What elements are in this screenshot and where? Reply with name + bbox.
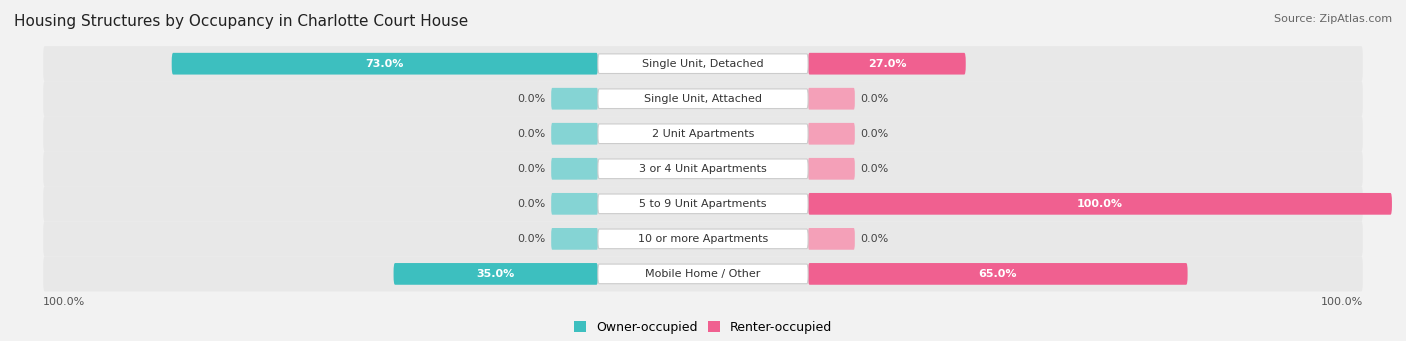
Text: 0.0%: 0.0% bbox=[517, 94, 546, 104]
Text: 73.0%: 73.0% bbox=[366, 59, 404, 69]
FancyBboxPatch shape bbox=[551, 193, 598, 215]
FancyBboxPatch shape bbox=[598, 194, 808, 214]
FancyBboxPatch shape bbox=[551, 88, 598, 109]
Text: 100.0%: 100.0% bbox=[1077, 199, 1123, 209]
FancyBboxPatch shape bbox=[44, 186, 1362, 221]
FancyBboxPatch shape bbox=[598, 54, 808, 74]
FancyBboxPatch shape bbox=[44, 116, 1362, 151]
FancyBboxPatch shape bbox=[808, 263, 1188, 285]
Text: 2 Unit Apartments: 2 Unit Apartments bbox=[652, 129, 754, 139]
FancyBboxPatch shape bbox=[808, 53, 966, 75]
FancyBboxPatch shape bbox=[808, 88, 855, 109]
FancyBboxPatch shape bbox=[808, 228, 855, 250]
FancyBboxPatch shape bbox=[44, 81, 1362, 116]
Text: 0.0%: 0.0% bbox=[517, 234, 546, 244]
FancyBboxPatch shape bbox=[44, 221, 1362, 256]
FancyBboxPatch shape bbox=[44, 151, 1362, 186]
Text: 65.0%: 65.0% bbox=[979, 269, 1017, 279]
Text: Source: ZipAtlas.com: Source: ZipAtlas.com bbox=[1274, 14, 1392, 24]
FancyBboxPatch shape bbox=[598, 159, 808, 179]
Text: 3 or 4 Unit Apartments: 3 or 4 Unit Apartments bbox=[640, 164, 766, 174]
Text: 27.0%: 27.0% bbox=[868, 59, 905, 69]
Text: Mobile Home / Other: Mobile Home / Other bbox=[645, 269, 761, 279]
FancyBboxPatch shape bbox=[551, 228, 598, 250]
FancyBboxPatch shape bbox=[808, 158, 855, 180]
Text: 0.0%: 0.0% bbox=[517, 164, 546, 174]
FancyBboxPatch shape bbox=[598, 229, 808, 249]
FancyBboxPatch shape bbox=[551, 158, 598, 180]
Text: 0.0%: 0.0% bbox=[860, 94, 889, 104]
FancyBboxPatch shape bbox=[598, 124, 808, 144]
Text: 35.0%: 35.0% bbox=[477, 269, 515, 279]
FancyBboxPatch shape bbox=[394, 263, 598, 285]
Text: 0.0%: 0.0% bbox=[517, 199, 546, 209]
Text: 0.0%: 0.0% bbox=[860, 129, 889, 139]
Text: 10 or more Apartments: 10 or more Apartments bbox=[638, 234, 768, 244]
Text: 0.0%: 0.0% bbox=[517, 129, 546, 139]
FancyBboxPatch shape bbox=[808, 123, 855, 145]
Text: 100.0%: 100.0% bbox=[1320, 297, 1362, 307]
Legend: Owner-occupied, Renter-occupied: Owner-occupied, Renter-occupied bbox=[571, 318, 835, 337]
Text: 5 to 9 Unit Apartments: 5 to 9 Unit Apartments bbox=[640, 199, 766, 209]
Text: 0.0%: 0.0% bbox=[860, 164, 889, 174]
FancyBboxPatch shape bbox=[172, 53, 598, 75]
FancyBboxPatch shape bbox=[44, 256, 1362, 292]
Text: Housing Structures by Occupancy in Charlotte Court House: Housing Structures by Occupancy in Charl… bbox=[14, 14, 468, 29]
Text: 0.0%: 0.0% bbox=[860, 234, 889, 244]
Text: Single Unit, Attached: Single Unit, Attached bbox=[644, 94, 762, 104]
FancyBboxPatch shape bbox=[44, 46, 1362, 81]
FancyBboxPatch shape bbox=[551, 123, 598, 145]
Text: 100.0%: 100.0% bbox=[44, 297, 86, 307]
Text: Single Unit, Detached: Single Unit, Detached bbox=[643, 59, 763, 69]
FancyBboxPatch shape bbox=[598, 89, 808, 108]
FancyBboxPatch shape bbox=[808, 193, 1392, 215]
FancyBboxPatch shape bbox=[598, 264, 808, 284]
